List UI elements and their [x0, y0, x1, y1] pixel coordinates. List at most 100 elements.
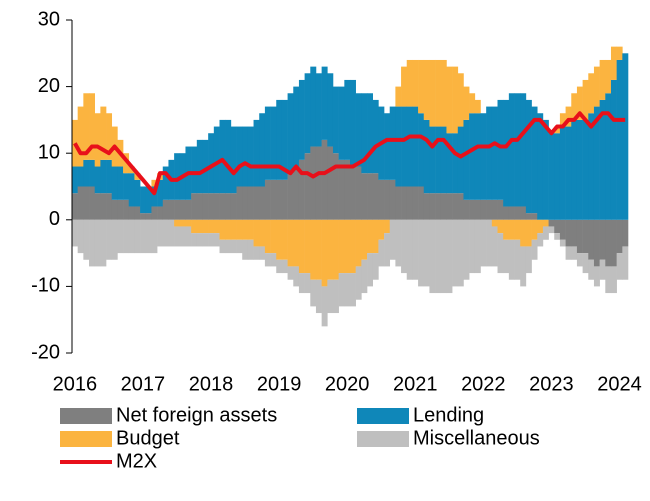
bar-segment [321, 286, 328, 327]
bar-segment [554, 126, 561, 134]
bar-segment [338, 159, 345, 220]
bar-segment [196, 219, 203, 234]
bar-segment [298, 273, 305, 294]
bar-segment [111, 199, 118, 220]
bar-segment [401, 106, 408, 187]
bar-segment [259, 246, 266, 260]
bar-segment [219, 239, 226, 254]
bar-segment [332, 279, 339, 314]
bar-segment [429, 59, 436, 127]
bar-segment [162, 219, 169, 247]
bar-segment [338, 273, 345, 307]
bar-segment [565, 246, 572, 260]
x-tick-label: 2017 [121, 373, 166, 395]
bar-segment [264, 219, 271, 254]
bar-segment [565, 126, 572, 220]
bar-segment [208, 233, 215, 247]
bar-segment [236, 126, 243, 187]
bar-segment [304, 153, 311, 220]
bar-segment [384, 233, 391, 267]
bar-segment [406, 106, 413, 187]
bar-segment [128, 219, 135, 254]
bar-segment [616, 219, 623, 254]
bar-segment [423, 119, 430, 194]
bar-segment [276, 219, 283, 260]
bar-segment [429, 219, 436, 294]
bar-segment [593, 66, 600, 107]
bar-segment [162, 199, 169, 220]
bar-segment [372, 173, 379, 220]
bar-segment [276, 99, 283, 180]
bar-segment [491, 106, 498, 200]
bar-segment [605, 59, 612, 94]
bar-segment [576, 119, 583, 220]
bar-segment [327, 219, 334, 280]
bar-segment [219, 193, 226, 220]
bar-segment [72, 219, 78, 247]
bar-segment [253, 186, 260, 220]
bar-segment [440, 219, 447, 294]
bar-segment [559, 219, 566, 240]
bar-segment [77, 219, 84, 254]
bar-segment [508, 206, 515, 220]
bar-segment [440, 193, 447, 220]
bar-segment [270, 219, 277, 254]
bar-segment [111, 219, 118, 260]
bar-segment [134, 179, 141, 207]
bar-segment [423, 219, 430, 287]
bar-segment [123, 199, 130, 220]
bar-segment [576, 253, 583, 267]
bar-segment [593, 266, 600, 287]
bar-segment [225, 219, 232, 240]
bar-segment [196, 233, 203, 247]
bar-segment [128, 206, 135, 220]
bar-segment [503, 99, 510, 207]
bar-segment [191, 146, 198, 194]
bar-segment [599, 99, 606, 220]
bar-segment [208, 193, 215, 220]
bar-segment [128, 166, 135, 174]
bar-segment [174, 199, 181, 220]
bar-segment [242, 239, 249, 260]
bar-segment [213, 126, 220, 194]
bar-segment [446, 193, 453, 220]
bar-segment [616, 59, 623, 220]
bar-segment [270, 106, 277, 180]
bar-segment [111, 166, 118, 200]
bar-segment [384, 179, 391, 220]
bar-segment [236, 219, 243, 240]
bar-segment [219, 119, 226, 194]
bar-segment [321, 219, 328, 287]
bar-segment [100, 159, 107, 194]
bar-segment [287, 266, 294, 280]
bar-segment [378, 239, 385, 267]
bar-segment [452, 193, 459, 220]
bar-segment [622, 219, 629, 247]
bar-segment [264, 253, 271, 267]
bar-segment [94, 166, 101, 194]
bar-segment [423, 59, 430, 120]
bar-segment [157, 206, 164, 220]
bar-segment [401, 186, 408, 220]
bar-segment [208, 219, 215, 234]
bar-segment [491, 226, 498, 267]
bar-segment [355, 93, 362, 167]
bar-segment [520, 93, 527, 207]
bar-segment [395, 106, 402, 187]
bar-segment [151, 206, 158, 220]
bar-segment [372, 219, 379, 254]
bar-segment [344, 219, 351, 274]
bar-segment [264, 179, 271, 220]
bar-segment [565, 219, 572, 247]
bar-segment [361, 219, 368, 260]
bar-segment [72, 166, 78, 194]
bar-segment [145, 186, 152, 214]
bar-segment [372, 253, 379, 280]
bar-segment [616, 253, 623, 280]
bar-segment [605, 266, 612, 294]
bar-segment [582, 219, 589, 254]
bar-segment [412, 106, 419, 187]
bar-segment [298, 79, 305, 160]
bar-segment [270, 253, 277, 267]
bar-segment [94, 219, 101, 267]
